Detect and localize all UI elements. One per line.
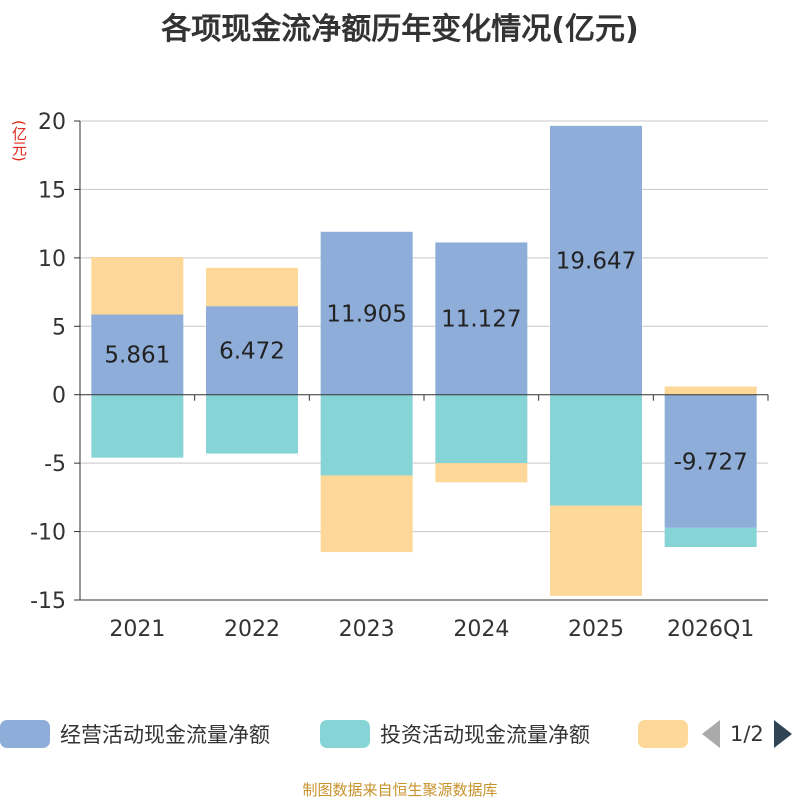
legend-prev-page-icon[interactable] xyxy=(702,720,720,748)
bar-series-2-2022[interactable] xyxy=(206,267,298,307)
legend-swatch-investing xyxy=(320,720,370,748)
bar-series-1-2026Q1[interactable] xyxy=(664,527,757,547)
bar-series-1-2025[interactable] xyxy=(550,394,642,506)
chart-title: 各项现金流净额历年变化情况(亿元) xyxy=(161,12,639,47)
bar-series-0-2024[interactable] xyxy=(435,242,528,395)
bar-series-1-2022[interactable] xyxy=(206,394,298,454)
bar-series-2-2026Q1[interactable] xyxy=(664,386,757,395)
y-tick-label: -10 xyxy=(30,521,66,546)
legend-item-financing[interactable] xyxy=(638,716,698,752)
y-tick-label: -5 xyxy=(44,452,66,477)
data-label-2025: 19.647 xyxy=(556,248,636,274)
legend-label-operating: 经营活动现金流量净额 xyxy=(60,723,270,747)
y-axis-unit-label: (亿元) xyxy=(10,120,28,162)
x-tick-label: 2021 xyxy=(109,617,165,642)
y-tick-label: 10 xyxy=(38,247,66,272)
y-tick-label: 0 xyxy=(52,384,66,409)
legend-item-operating[interactable]: 经营活动现金流量净额 xyxy=(0,716,270,752)
x-tick-label: 2023 xyxy=(339,617,395,642)
data-label-2023: 11.905 xyxy=(326,301,406,327)
bar-series-0-2026Q1[interactable] xyxy=(664,394,757,528)
legend-swatch-financing xyxy=(638,720,688,748)
legend-next-page-icon[interactable] xyxy=(773,720,792,748)
legend: 经营活动现金流量净额 投资活动现金流量净额 xyxy=(0,716,800,756)
x-tick-label: 2022 xyxy=(224,617,280,642)
bar-series-0-2022[interactable] xyxy=(206,306,298,395)
bar-series-2-2025[interactable] xyxy=(550,505,642,596)
legend-item-investing[interactable]: 投资活动现金流量净额 xyxy=(320,716,590,752)
data-label-2026Q1: -9.727 xyxy=(674,449,748,475)
bar-series-0-2023[interactable] xyxy=(320,231,413,395)
y-tick-label: 5 xyxy=(52,315,66,340)
bar-series-2-2023[interactable] xyxy=(320,475,413,553)
legend-pager: 1/2 xyxy=(700,716,800,752)
data-label-2021: 5.861 xyxy=(104,343,170,369)
bar-series-2-2024[interactable] xyxy=(435,463,528,483)
bar-series-0-2021[interactable] xyxy=(91,314,184,395)
bar-series-0-2025[interactable] xyxy=(550,125,642,395)
data-label-2022: 6.472 xyxy=(219,338,285,364)
legend-page-indicator: 1/2 xyxy=(730,722,764,746)
bar-series-1-2023[interactable] xyxy=(320,394,413,476)
legend-swatch-operating xyxy=(0,720,50,748)
bar-series-1-2021[interactable] xyxy=(91,394,184,458)
data-labels: 5.861 6.472 11.905 11.127 19.647 -9.727 xyxy=(104,248,747,475)
data-label-2024: 11.127 xyxy=(441,307,521,333)
legend-label-investing: 投资活动现金流量净额 xyxy=(380,723,590,747)
x-tick-label: 2024 xyxy=(453,617,509,642)
x-tick-label: 2025 xyxy=(568,617,624,642)
bar-series-2-2021[interactable] xyxy=(91,257,184,315)
y-tick-label: 20 xyxy=(38,110,66,135)
axes: 20 15 10 5 0 -5 -10 -15 2021 2022 2023 2024 2025 2026… xyxy=(30,110,769,642)
y-tick-label: -15 xyxy=(30,589,66,614)
y-tick-label: 15 xyxy=(38,178,66,203)
chart-canvas: 20 15 10 5 0 -5 -10 -15 2021 2022 2023 2024 2025 2026… xyxy=(30,110,769,642)
bars xyxy=(91,125,757,596)
bar-series-1-2024[interactable] xyxy=(435,394,528,464)
data-source-footer: 制图数据来自恒生聚源数据库 xyxy=(302,781,498,799)
x-tick-label: 2026Q1 xyxy=(667,617,754,642)
